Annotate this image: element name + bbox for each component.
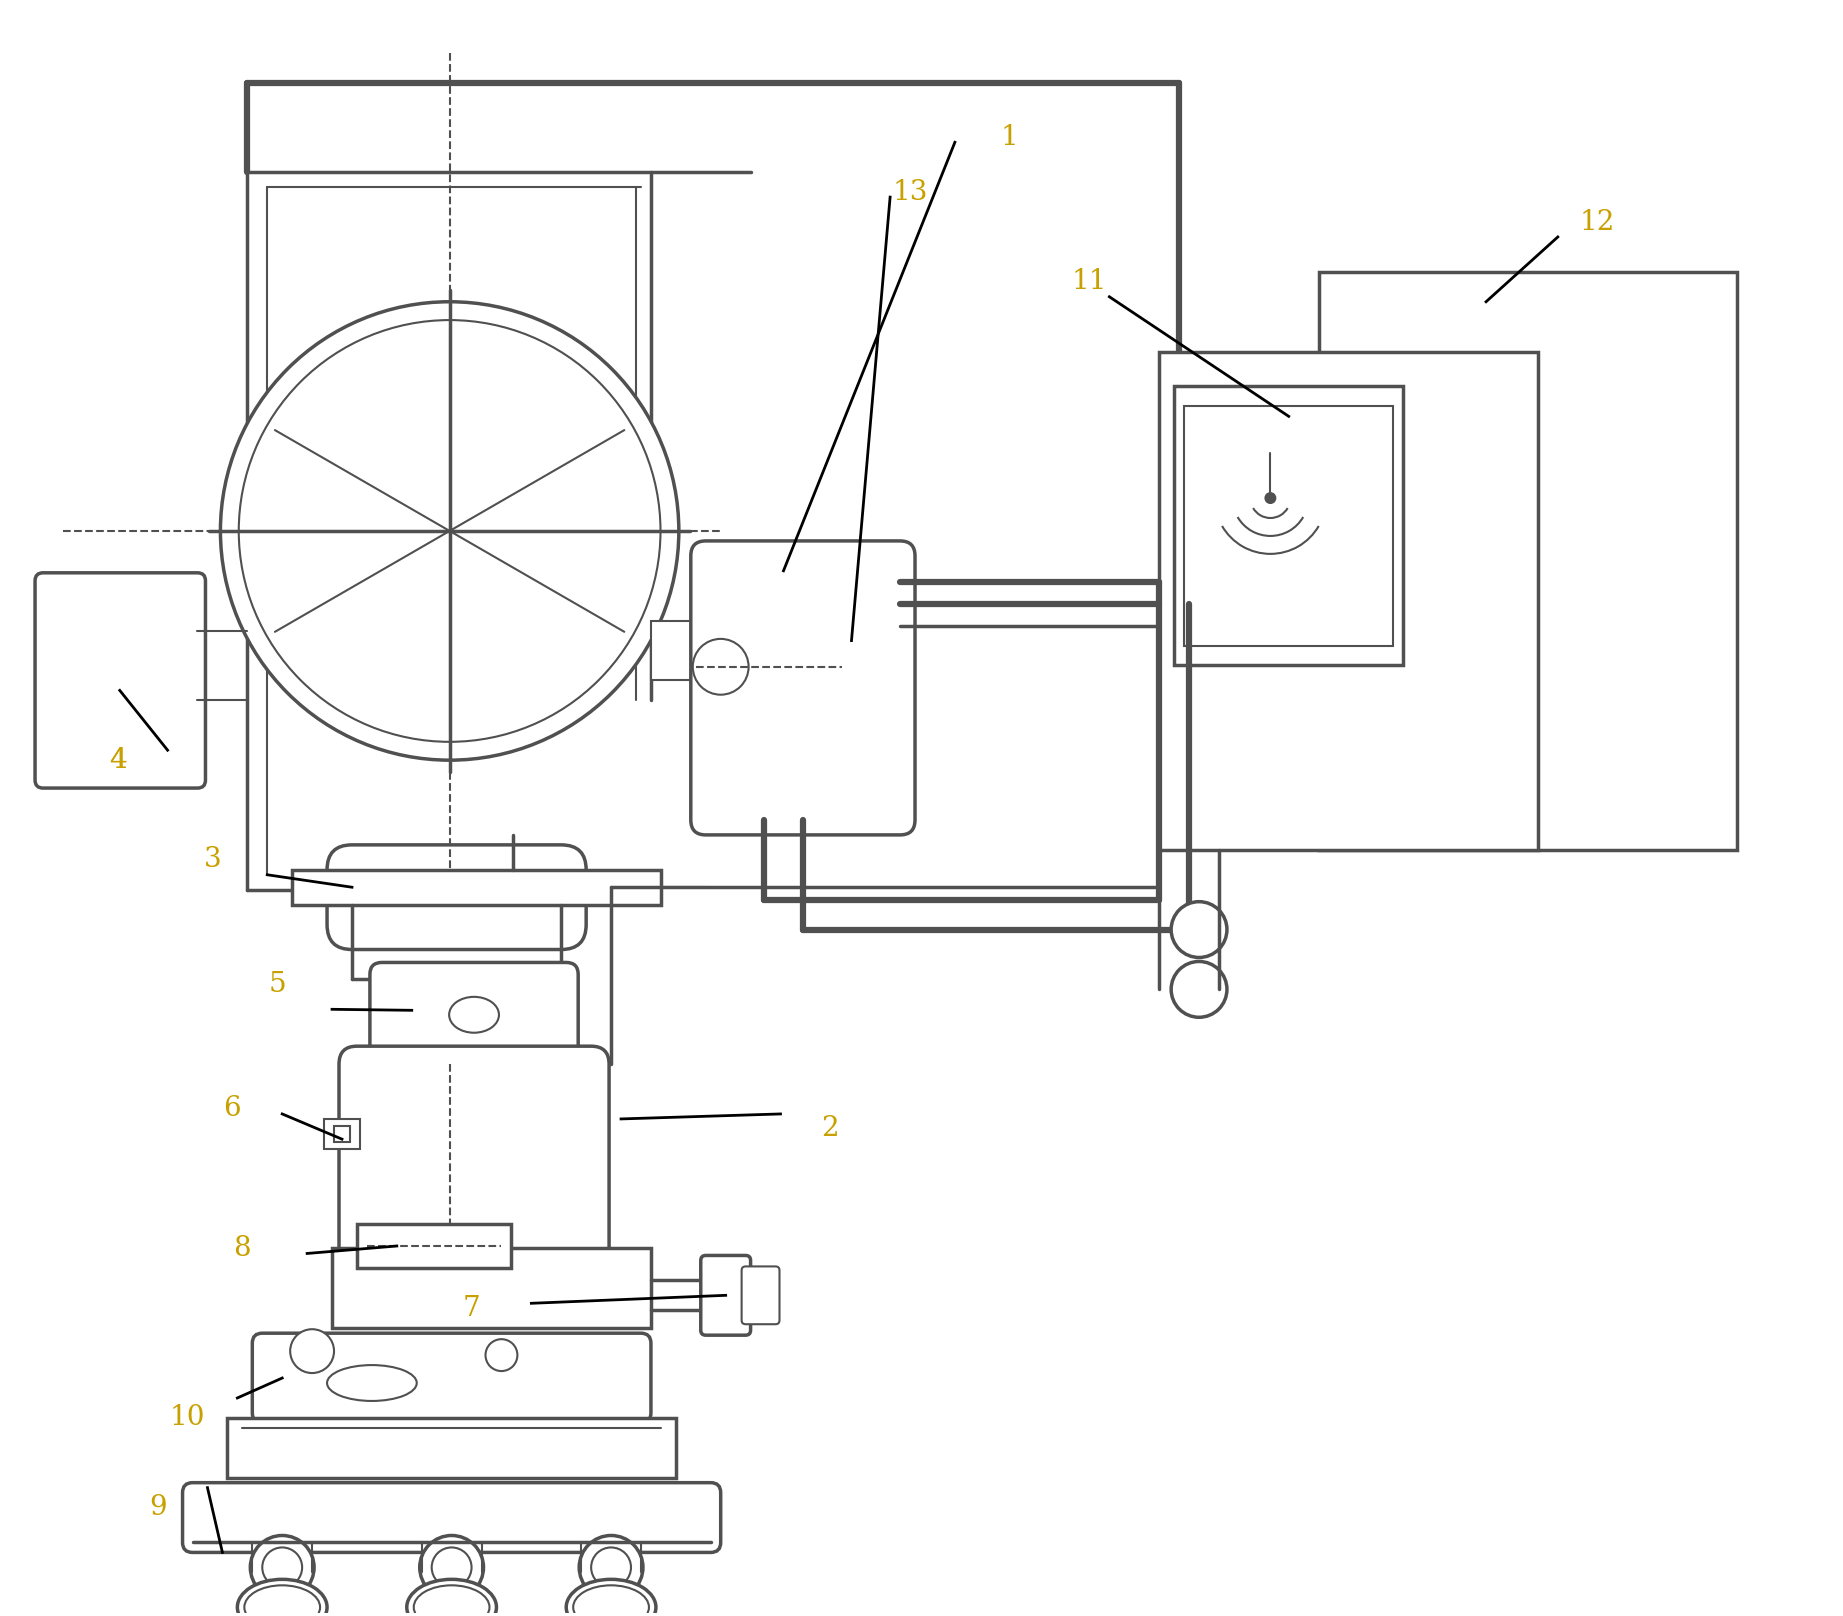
- Bar: [1159, 352, 1537, 850]
- Text: 13: 13: [892, 179, 927, 205]
- Circle shape: [579, 1535, 643, 1600]
- Text: 10: 10: [170, 1404, 205, 1432]
- Circle shape: [592, 1548, 630, 1587]
- Text: 3: 3: [203, 847, 221, 873]
- FancyBboxPatch shape: [691, 541, 914, 835]
- Text: 11: 11: [1071, 268, 1108, 296]
- Circle shape: [289, 1330, 334, 1374]
- Circle shape: [221, 302, 678, 760]
- Bar: [293, 869, 662, 905]
- Circle shape: [485, 1340, 518, 1370]
- FancyBboxPatch shape: [700, 1256, 750, 1335]
- Ellipse shape: [566, 1579, 656, 1616]
- Text: 9: 9: [149, 1495, 166, 1521]
- Circle shape: [431, 1548, 472, 1587]
- Text: 8: 8: [234, 1235, 251, 1262]
- Text: 12: 12: [1579, 208, 1614, 236]
- Bar: [324, 1120, 359, 1149]
- Circle shape: [693, 638, 748, 695]
- Bar: [651, 621, 706, 680]
- Ellipse shape: [413, 1585, 490, 1616]
- Text: 1: 1: [1001, 124, 1019, 150]
- Ellipse shape: [450, 997, 499, 1033]
- FancyBboxPatch shape: [35, 572, 205, 789]
- Circle shape: [262, 1548, 302, 1587]
- Ellipse shape: [238, 1579, 326, 1616]
- FancyBboxPatch shape: [326, 845, 586, 950]
- Text: 2: 2: [822, 1115, 839, 1143]
- Text: 4: 4: [109, 747, 127, 774]
- Text: 7: 7: [463, 1294, 481, 1322]
- Bar: [334, 1126, 350, 1143]
- Text: 6: 6: [223, 1096, 241, 1123]
- Bar: [1174, 386, 1403, 666]
- Text: 5: 5: [269, 971, 286, 999]
- Bar: [1183, 406, 1393, 645]
- FancyBboxPatch shape: [339, 1046, 608, 1267]
- FancyBboxPatch shape: [370, 963, 579, 1076]
- Bar: [332, 1249, 651, 1328]
- Circle shape: [420, 1535, 483, 1600]
- Ellipse shape: [326, 1366, 417, 1401]
- FancyBboxPatch shape: [182, 1482, 721, 1553]
- FancyBboxPatch shape: [252, 1333, 651, 1422]
- Ellipse shape: [573, 1585, 649, 1616]
- FancyBboxPatch shape: [741, 1267, 780, 1324]
- Ellipse shape: [407, 1579, 496, 1616]
- Ellipse shape: [245, 1585, 321, 1616]
- Circle shape: [240, 320, 660, 742]
- Text: 4: 4: [109, 747, 127, 774]
- Circle shape: [1170, 902, 1227, 958]
- Bar: [227, 1417, 676, 1477]
- Circle shape: [1170, 962, 1227, 1018]
- Bar: [358, 1223, 511, 1269]
- Circle shape: [1264, 493, 1277, 504]
- Bar: [1318, 271, 1738, 850]
- Circle shape: [251, 1535, 313, 1600]
